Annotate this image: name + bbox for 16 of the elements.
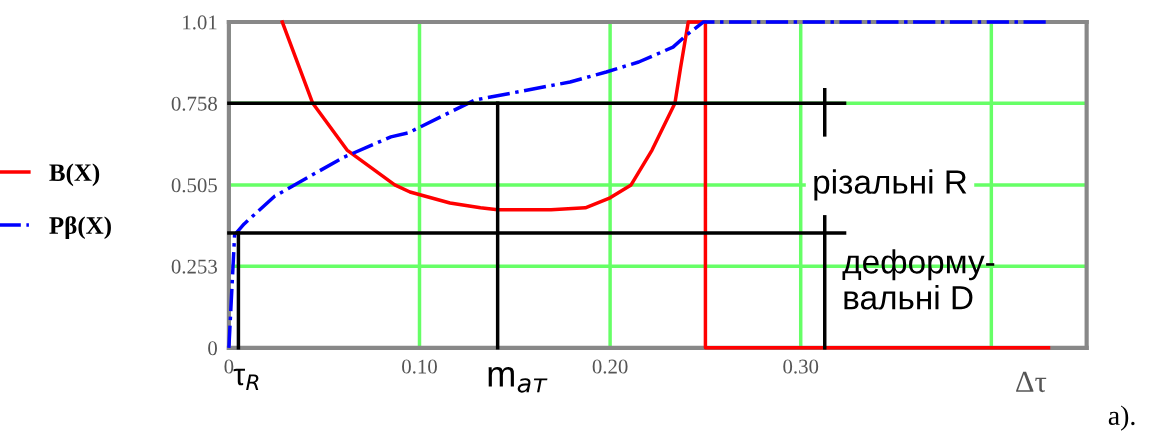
y-tick-label: 0.758 [171,96,217,111]
x-tick-label: 0.20 [592,359,628,374]
x-tick-label: 0.10 [402,359,437,374]
x-axis-title: Δτ [1016,371,1047,393]
text: τ$_{R}$ [233,368,259,390]
text: a). [1108,405,1135,431]
text: m$_{ат}$ [488,366,548,393]
legend-label: B(X) [49,163,100,187]
y-tick-label: 0.505 [171,178,217,193]
annotation: різальні R [814,169,967,201]
y-tick-label: 0 [208,341,217,356]
x-tick-label: 0 [224,359,234,374]
y-tick-label: 0.253 [171,259,217,274]
y-tick-label: 1.01 [183,15,217,30]
legend-label: Pβ(X) [49,216,111,240]
x-tick-label: 0.30 [783,359,819,374]
